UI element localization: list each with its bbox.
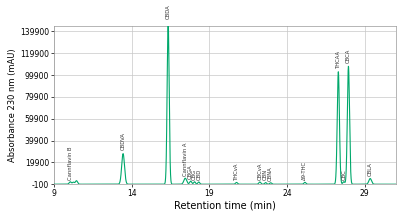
Text: CBNA: CBNA (268, 166, 273, 181)
Text: CBG: CBG (192, 169, 197, 180)
Text: CBLA: CBLA (368, 163, 373, 177)
Text: CBD: CBD (196, 169, 201, 180)
Text: Δ9-THC: Δ9-THC (302, 161, 308, 180)
Text: CBCA: CBCA (346, 49, 351, 63)
Text: CBC: CBC (341, 169, 346, 180)
Y-axis label: Absorbance 230 nm (mAU): Absorbance 230 nm (mAU) (8, 48, 17, 162)
X-axis label: Retention time (min): Retention time (min) (174, 201, 276, 211)
Text: THCAA: THCAA (336, 50, 341, 68)
Text: CBCvA: CBCvA (257, 163, 262, 180)
Text: Cannflavin A: Cannflavin A (183, 143, 188, 176)
Text: CBDA: CBDA (166, 5, 171, 19)
Text: CBN: CBN (263, 169, 268, 180)
Text: CBDVA: CBDVA (120, 132, 126, 150)
Text: Cannflavin B: Cannflavin B (68, 146, 73, 180)
Text: THCvA: THCvA (234, 163, 239, 180)
Text: CBGA: CBGA (188, 164, 193, 179)
